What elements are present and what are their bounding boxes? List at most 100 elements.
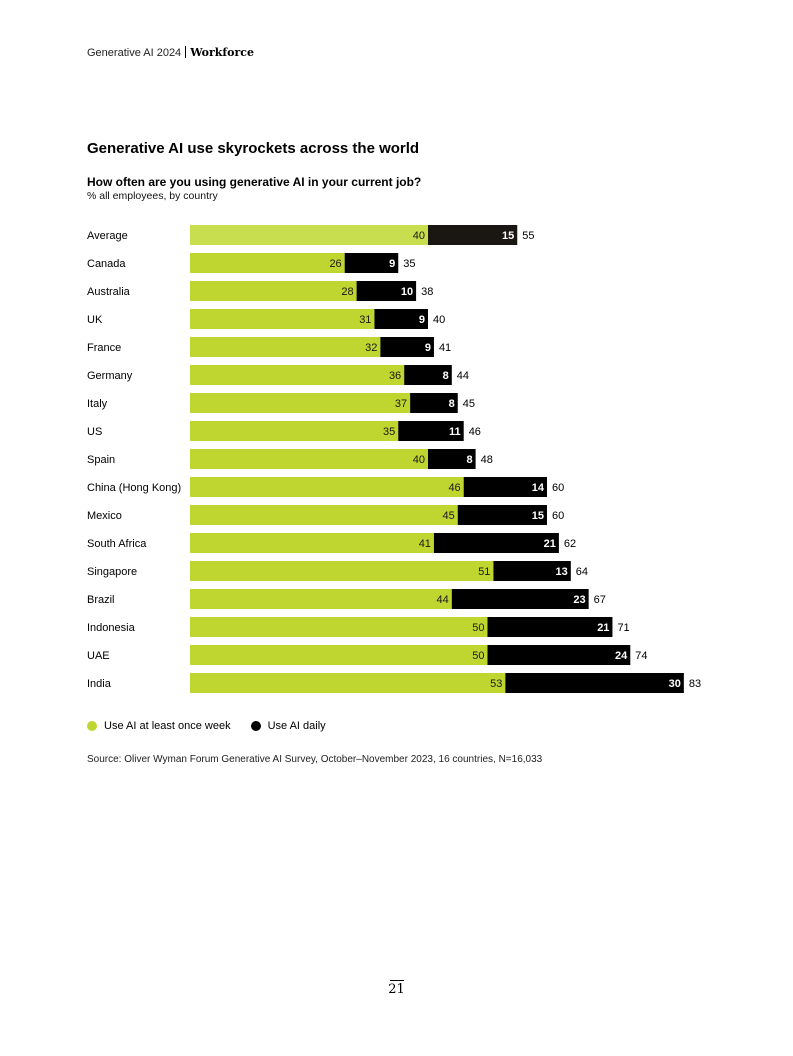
bar-weekly-germany [190, 365, 405, 385]
category-label-uk: UK [87, 314, 103, 326]
total-label-indonesia: 71 [617, 622, 629, 634]
bar-daily-us [398, 421, 464, 441]
value-label-weekly-italy: 37 [395, 398, 407, 410]
bar-daily-average [428, 225, 518, 245]
value-label-daily-china-hong-kong: 14 [532, 482, 545, 494]
category-label-us: US [87, 426, 102, 438]
value-label-weekly-india: 53 [490, 678, 502, 690]
bar-daily-uk [374, 309, 428, 329]
total-label-average: 55 [522, 230, 534, 242]
total-label-canada: 35 [403, 258, 415, 270]
category-label-canada: Canada [87, 258, 126, 270]
value-label-weekly-france: 32 [365, 342, 377, 354]
category-label-uae: UAE [87, 650, 110, 662]
category-label-spain: Spain [87, 454, 115, 466]
value-label-weekly-us: 35 [383, 426, 395, 438]
legend-item-daily: Use AI daily [250, 720, 326, 732]
total-label-uae: 74 [635, 650, 647, 662]
total-label-france: 41 [439, 342, 451, 354]
category-label-brazil: Brazil [87, 594, 115, 606]
category-label-south-africa: South Africa [87, 538, 147, 550]
bar-weekly-uae [190, 645, 488, 665]
category-label-germany: Germany [87, 370, 133, 382]
bar-weekly-uk [190, 309, 375, 329]
bar-daily-canada [344, 253, 399, 273]
bar-weekly-us [190, 421, 399, 441]
category-label-italy: Italy [87, 398, 108, 410]
category-label-singapore: Singapore [87, 566, 137, 578]
bar-weekly-italy [190, 393, 411, 413]
total-label-china-hong-kong: 60 [552, 482, 564, 494]
value-label-daily-germany: 8 [443, 370, 449, 382]
value-label-daily-france: 9 [425, 342, 431, 354]
bar-weekly-south-africa [190, 533, 434, 553]
value-label-weekly-uk: 31 [359, 314, 371, 326]
bar-daily-mexico [457, 505, 547, 525]
category-label-china-hong-kong: China (Hong Kong) [87, 482, 181, 494]
bar-daily-china-hong-kong [463, 477, 547, 497]
value-label-daily-australia: 10 [401, 286, 413, 298]
bar-daily-singapore [493, 561, 571, 581]
total-label-italy: 45 [463, 398, 475, 410]
legend-label-weekly: Use AI at least once week [104, 720, 231, 732]
bar-weekly-france [190, 337, 381, 357]
value-label-weekly-spain: 40 [413, 454, 425, 466]
bar-daily-india [505, 673, 684, 693]
bar-weekly-average [190, 225, 428, 245]
bar-daily-australia [356, 281, 417, 301]
total-label-mexico: 60 [552, 510, 564, 522]
bar-daily-indonesia [487, 617, 613, 637]
value-label-daily-uk: 9 [419, 314, 425, 326]
value-label-weekly-indonesia: 50 [472, 622, 484, 634]
value-label-weekly-mexico: 45 [443, 510, 455, 522]
bar-daily-italy [410, 393, 458, 413]
total-label-australia: 38 [421, 286, 433, 298]
stacked-bar-chart: Average 40 15 55 Canada 26 9 35 Australia 28 10 38 U… [0, 220, 793, 700]
chart-title: Generative AI use skyrockets across the … [87, 140, 420, 157]
bar-weekly-indonesia [190, 617, 488, 637]
bar-weekly-singapore [190, 561, 494, 581]
value-label-weekly-australia: 28 [341, 286, 353, 298]
source-note: Source: Oliver Wyman Forum Generative AI… [87, 754, 543, 765]
legend-swatch-daily [250, 721, 261, 731]
value-label-weekly-china-hong-kong: 46 [448, 482, 460, 494]
value-label-daily-south-africa: 21 [544, 538, 556, 550]
value-label-daily-us: 11 [449, 426, 461, 438]
bar-daily-south-africa [433, 533, 559, 553]
value-label-daily-spain: 8 [466, 454, 472, 466]
total-label-uk: 40 [433, 314, 445, 326]
category-label-indonesia: Indonesia [87, 622, 136, 634]
bar-weekly-mexico [190, 505, 458, 525]
chart-subtitle: How often are you using generative AI in… [87, 175, 422, 189]
section-name: Workforce [190, 46, 254, 59]
legend-item-weekly: Use AI at least once week [87, 720, 231, 732]
value-label-daily-indonesia: 21 [597, 622, 609, 634]
category-label-average: Average [87, 230, 128, 242]
bar-weekly-brazil [190, 589, 452, 609]
total-label-us: 46 [469, 426, 481, 438]
value-label-weekly-south-africa: 41 [419, 538, 431, 550]
bar-weekly-spain [190, 449, 428, 469]
category-label-mexico: Mexico [87, 510, 122, 522]
value-label-daily-india: 30 [669, 678, 681, 690]
value-label-weekly-brazil: 44 [437, 594, 449, 606]
bar-weekly-india [190, 673, 506, 693]
value-label-weekly-singapore: 51 [478, 566, 490, 578]
bar-weekly-canada [190, 253, 345, 273]
page-number-text: 21 [388, 982, 405, 997]
bar-daily-france [380, 337, 434, 357]
legend-label-daily: Use AI daily [267, 720, 326, 732]
total-label-south-africa: 62 [564, 538, 576, 550]
bar-weekly-australia [190, 281, 357, 301]
total-label-india: 83 [689, 678, 701, 690]
bar-daily-uae [487, 645, 631, 665]
header-divider [185, 46, 187, 58]
bar-daily-brazil [451, 589, 589, 609]
bar-weekly-china-hong-kong [190, 477, 464, 497]
total-label-singapore: 64 [576, 566, 588, 578]
chart-unit-note: % all employees, by country [87, 190, 218, 202]
value-label-daily-italy: 8 [449, 398, 455, 410]
chart-legend: Use AI at least once week Use AI daily [87, 720, 346, 732]
legend-swatch-weekly [87, 721, 97, 731]
category-label-india: India [87, 678, 112, 690]
